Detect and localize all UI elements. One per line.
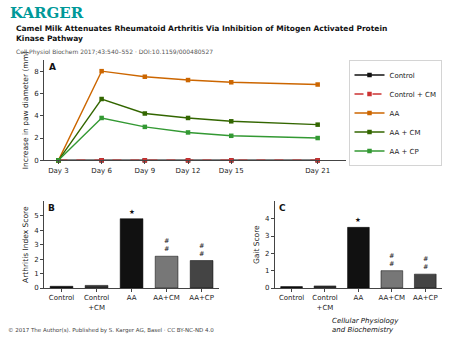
svg-text:AA: AA xyxy=(354,294,364,302)
svg-text:AA+CM: AA+CM xyxy=(379,294,406,302)
svg-text:Gait Score: Gait Score xyxy=(252,225,261,264)
svg-text:Day 12: Day 12 xyxy=(176,167,201,175)
svg-text:Control: Control xyxy=(390,72,415,80)
svg-text:4: 4 xyxy=(265,215,270,223)
svg-text:Control+CM: Control+CM xyxy=(84,294,109,311)
svg-text:##: ## xyxy=(423,255,428,271)
svg-text:Control + CM: Control + CM xyxy=(390,91,437,99)
svg-text:1: 1 xyxy=(34,270,38,278)
svg-text:Increase in paw diameter (mm): Increase in paw diameter (mm) xyxy=(21,51,30,169)
svg-text:Control+CM: Control+CM xyxy=(312,294,337,311)
svg-text:© 2017 The Author(s). Publishe: © 2017 The Author(s). Published by S. Ka… xyxy=(8,327,214,334)
svg-text:2: 2 xyxy=(34,256,38,264)
svg-text:AA + CP: AA + CP xyxy=(390,148,419,156)
svg-text:★: ★ xyxy=(355,216,361,224)
svg-text:Control: Control xyxy=(279,294,304,302)
svg-text:0: 0 xyxy=(265,284,269,292)
svg-text:Day 21: Day 21 xyxy=(305,167,330,175)
svg-text:AA+CP: AA+CP xyxy=(413,294,438,302)
svg-text:##: ## xyxy=(164,237,169,253)
svg-text:Day 3: Day 3 xyxy=(48,167,69,175)
svg-text:6: 6 xyxy=(34,90,39,98)
svg-text:##: ## xyxy=(199,242,204,258)
svg-text:Control: Control xyxy=(49,294,74,302)
svg-text:0: 0 xyxy=(34,284,38,292)
svg-text:C: C xyxy=(279,203,286,213)
svg-text:Day 6: Day 6 xyxy=(91,167,112,175)
svg-text:Day 15: Day 15 xyxy=(219,167,244,175)
svg-text:2: 2 xyxy=(34,134,38,142)
svg-text:3: 3 xyxy=(265,232,269,240)
svg-text:★: ★ xyxy=(129,208,135,216)
svg-text:3: 3 xyxy=(34,241,38,249)
svg-text:AA: AA xyxy=(127,294,137,302)
svg-text:Day 9: Day 9 xyxy=(135,167,156,175)
svg-text:0: 0 xyxy=(34,157,38,165)
svg-text:5: 5 xyxy=(34,212,38,220)
svg-text:B: B xyxy=(48,203,55,213)
svg-text:Cellular Physiologyand Biochem: Cellular Physiologyand Biochemistry xyxy=(332,317,399,334)
svg-text:4: 4 xyxy=(34,112,39,120)
svg-text:AA+CP: AA+CP xyxy=(189,294,214,302)
svg-text:Camel Milk Attenuates Rheumato: Camel Milk Attenuates Rheumatoid Arthrit… xyxy=(16,24,387,43)
svg-text:AA+CM: AA+CM xyxy=(153,294,180,302)
svg-text:A: A xyxy=(49,62,56,72)
svg-text:2: 2 xyxy=(265,250,269,258)
svg-text:Cell Physiol Biochem 2017;43:5: Cell Physiol Biochem 2017;43:540–552 · D… xyxy=(16,48,213,56)
svg-text:##: ## xyxy=(389,252,394,268)
svg-text:KARGER: KARGER xyxy=(10,4,84,22)
svg-text:8: 8 xyxy=(34,68,38,76)
svg-text:AA + CM: AA + CM xyxy=(390,129,421,137)
svg-text:Arthritis Index Score: Arthritis Index Score xyxy=(21,206,30,283)
svg-text:AA: AA xyxy=(390,110,400,118)
svg-text:1: 1 xyxy=(265,267,269,275)
svg-text:4: 4 xyxy=(34,227,39,235)
